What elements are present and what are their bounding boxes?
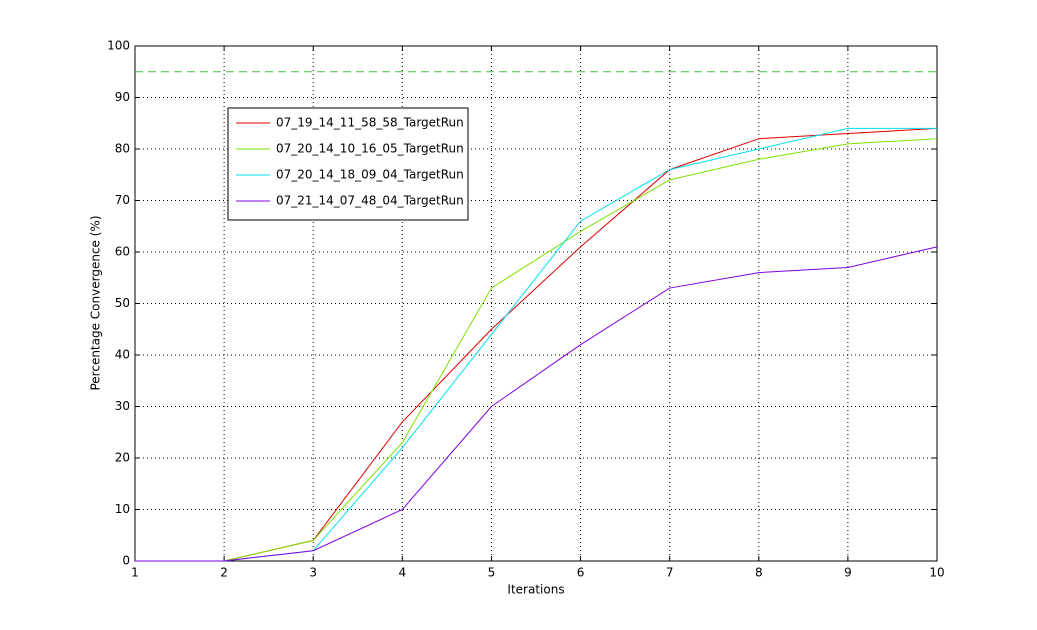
y-axis-label: Percentage Convergence (%) — [89, 215, 103, 390]
x-tick-label: 5 — [488, 566, 496, 580]
x-tick-label: 8 — [755, 566, 763, 580]
legend-label: 07_19_14_11_58_58_TargetRun — [276, 116, 464, 130]
y-tick-label: 30 — [115, 399, 130, 413]
x-tick-label: 6 — [577, 566, 585, 580]
y-tick-label: 100 — [107, 39, 130, 53]
legend-label: 07_20_14_10_16_05_TargetRun — [276, 142, 464, 156]
x-tick-label: 7 — [666, 566, 674, 580]
x-tick-label: 10 — [929, 566, 944, 580]
y-tick-label: 10 — [115, 502, 130, 516]
series-line — [135, 138, 938, 562]
y-tick-label: 90 — [115, 90, 130, 104]
x-axis-label: Iterations — [507, 583, 564, 597]
x-tick-label: 2 — [220, 566, 228, 580]
y-tick-label: 60 — [115, 245, 130, 259]
y-tick-label: 20 — [115, 451, 130, 465]
x-tick-label: 4 — [399, 566, 407, 580]
x-tick-label: 1 — [131, 566, 139, 580]
x-tick-label: 3 — [309, 566, 317, 580]
legend-label: 07_20_14_18_09_04_TargetRun — [276, 168, 464, 182]
series-line — [135, 246, 938, 562]
y-tick-label: 70 — [115, 193, 130, 207]
x-tick-label: 9 — [844, 566, 852, 580]
legend-label: 07_21_14_07_48_04_TargetRun — [276, 194, 464, 208]
y-tick-label: 40 — [115, 348, 130, 362]
y-tick-label: 80 — [115, 142, 130, 156]
y-tick-label: 0 — [122, 554, 130, 568]
y-tick-label: 50 — [115, 296, 130, 310]
